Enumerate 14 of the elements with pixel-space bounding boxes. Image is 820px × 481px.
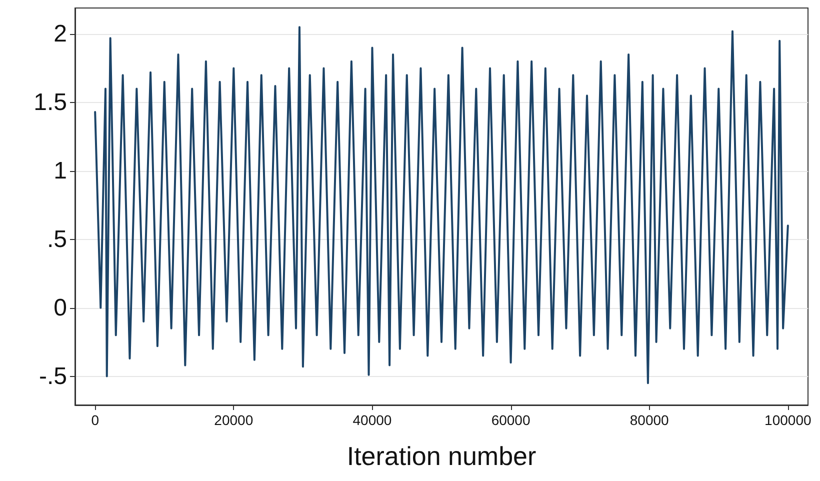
- x-tick-label: 0: [91, 412, 100, 428]
- x-tick-label: 80000: [630, 412, 670, 428]
- line-series: [94, 26, 789, 384]
- y-tick-label: 2: [54, 20, 67, 48]
- y-tick-label: 1.5: [34, 88, 67, 116]
- x-tick-label: 60000: [491, 412, 530, 428]
- x-tick-label: 100000: [764, 412, 812, 428]
- y-tick-label: 0: [54, 294, 67, 322]
- y-tick-label: -.5: [38, 362, 67, 390]
- x-tick-label: 40000: [352, 412, 392, 428]
- y-tick-label: 1: [54, 157, 67, 184]
- x-tick-label: 20000: [214, 412, 254, 428]
- x-axis-title: Iteration number: [346, 441, 537, 471]
- y-tick-label: .5: [46, 226, 67, 253]
